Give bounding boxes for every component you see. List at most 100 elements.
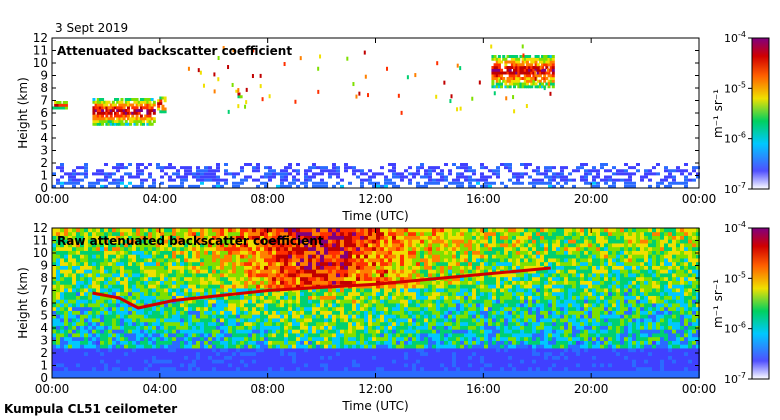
cloud-cell: [519, 77, 523, 80]
backscatter-cell: [464, 175, 468, 179]
raw-backscatter-cell: [240, 284, 244, 289]
cloud-cell: [512, 85, 516, 89]
raw-backscatter-cell: [368, 284, 372, 289]
raw-backscatter-cell: [68, 265, 72, 270]
raw-backscatter-cell: [332, 303, 336, 308]
cloud-cell: [157, 99, 161, 103]
raw-backscatter-cell: [368, 355, 372, 360]
raw-backscatter-cell: [148, 374, 152, 379]
raw-backscatter-cell: [232, 366, 236, 371]
raw-backscatter-cell: [228, 295, 232, 300]
raw-backscatter-cell: [196, 336, 200, 341]
raw-backscatter-cell: [88, 288, 92, 293]
raw-backscatter-cell: [288, 374, 292, 379]
raw-backscatter-cell: [220, 231, 224, 236]
raw-backscatter-cell: [368, 246, 372, 251]
backscatter-cell: [628, 184, 632, 188]
raw-backscatter-cell: [212, 231, 216, 236]
backscatter-cell: [560, 178, 564, 182]
raw-backscatter-cell: [376, 333, 380, 338]
raw-backscatter-cell: [284, 231, 288, 236]
raw-backscatter-cell: [60, 329, 64, 334]
raw-backscatter-cell: [304, 359, 308, 364]
raw-backscatter-cell: [212, 321, 216, 326]
backscatter-cell: [296, 169, 300, 173]
raw-backscatter-cell: [188, 258, 192, 263]
raw-backscatter-cell: [112, 351, 116, 356]
raw-backscatter-cell: [208, 318, 212, 323]
raw-backscatter-cell: [76, 366, 80, 371]
raw-backscatter-cell: [184, 269, 188, 274]
raw-backscatter-cell: [412, 269, 416, 274]
cloud-cell: [107, 111, 111, 115]
raw-backscatter-cell: [288, 348, 292, 353]
raw-backscatter-cell: [372, 273, 376, 278]
raw-backscatter-cell: [292, 310, 296, 315]
raw-backscatter-cell: [248, 333, 252, 338]
raw-backscatter-cell: [280, 340, 284, 345]
raw-backscatter-cell: [376, 265, 380, 270]
raw-backscatter-cell: [248, 359, 252, 364]
raw-backscatter-cell: [412, 310, 416, 315]
raw-backscatter-cell: [372, 310, 376, 315]
raw-backscatter-cell: [140, 295, 144, 300]
backscatter-cell: [360, 184, 364, 188]
cloud-cell: [541, 71, 545, 75]
raw-backscatter-cell: [92, 250, 96, 255]
raw-backscatter-cell: [136, 336, 140, 341]
raw-backscatter-cell: [300, 314, 304, 319]
raw-backscatter-cell: [216, 235, 220, 240]
raw-backscatter-cell: [56, 310, 60, 315]
raw-backscatter-cell: [336, 355, 340, 360]
raw-backscatter-cell: [128, 318, 132, 323]
raw-backscatter-cell: [188, 303, 192, 308]
raw-backscatter-cell: [52, 273, 56, 278]
raw-backscatter-cell: [144, 329, 148, 334]
raw-backscatter-cell: [204, 273, 208, 278]
cloud-cell: [497, 71, 501, 75]
backscatter-cell: [432, 181, 436, 185]
raw-backscatter-cell: [312, 355, 316, 360]
raw-backscatter-cell: [156, 258, 160, 263]
raw-backscatter-cell: [160, 370, 164, 375]
raw-backscatter-cell: [72, 321, 76, 326]
raw-backscatter-cell: [168, 254, 172, 259]
raw-backscatter-cell: [356, 265, 360, 270]
raw-backscatter-cell: [308, 288, 312, 293]
raw-backscatter-cell: [328, 306, 332, 311]
raw-backscatter-cell: [56, 306, 60, 311]
raw-backscatter-cell: [312, 374, 316, 379]
raw-backscatter-cell: [220, 318, 224, 323]
raw-backscatter-cell: [84, 340, 88, 345]
raw-backscatter-cell: [100, 310, 104, 315]
backscatter-cell: [80, 166, 84, 170]
raw-backscatter-cell: [196, 303, 200, 308]
backscatter-cell: [204, 166, 208, 170]
raw-backscatter-cell: [184, 374, 188, 379]
raw-backscatter-cell: [256, 299, 260, 304]
cloud-cell: [111, 103, 115, 107]
backscatter-cell: [328, 169, 332, 173]
raw-backscatter-cell: [124, 314, 128, 319]
raw-backscatter-cell: [244, 261, 248, 266]
raw-backscatter-cell: [248, 250, 252, 255]
raw-backscatter-cell: [124, 310, 128, 315]
raw-backscatter-cell: [260, 235, 264, 240]
raw-backscatter-cell: [176, 254, 180, 259]
raw-backscatter-cell: [264, 276, 268, 281]
raw-backscatter-cell: [360, 243, 364, 248]
raw-backscatter-cell: [304, 363, 308, 368]
raw-backscatter-cell: [160, 239, 164, 244]
raw-backscatter-cell: [328, 370, 332, 375]
cloud-cell: [495, 63, 499, 67]
raw-backscatter-cell: [168, 288, 172, 293]
raw-backscatter-cell: [360, 355, 364, 360]
raw-backscatter-cell: [100, 336, 104, 341]
cloud-cell: [118, 103, 122, 107]
raw-backscatter-cell: [312, 344, 316, 349]
raw-backscatter-cell: [236, 250, 240, 255]
raw-backscatter-cell: [252, 265, 256, 270]
cloud-speck: [231, 82, 234, 87]
backscatter-cell: [312, 181, 316, 185]
raw-backscatter-cell: [384, 363, 388, 368]
